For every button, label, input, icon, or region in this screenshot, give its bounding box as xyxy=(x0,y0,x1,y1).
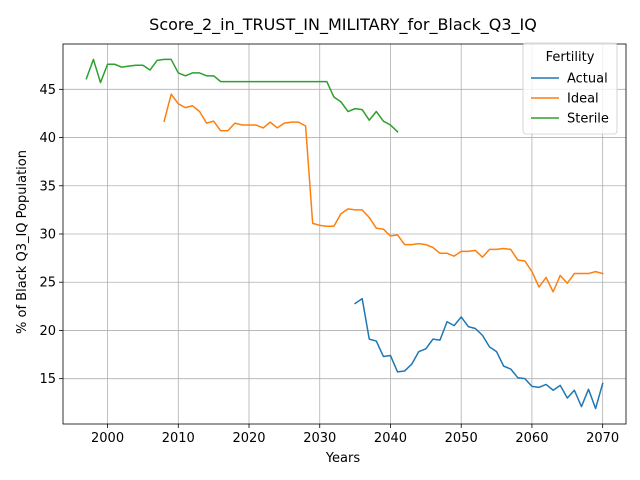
legend-label-actual: Actual xyxy=(567,72,608,87)
x-tick-label: 2050 xyxy=(445,431,478,446)
grid xyxy=(63,44,626,424)
y-tick-label: 15 xyxy=(39,372,56,387)
x-tick-label: 2040 xyxy=(374,431,407,446)
y-tick-label: 30 xyxy=(39,228,56,243)
x-tick-label: 2030 xyxy=(303,431,336,446)
x-tick-label: 2070 xyxy=(586,431,619,446)
legend-title: Fertility xyxy=(546,50,595,65)
series-line-ideal xyxy=(163,93,604,293)
series-line-sterile xyxy=(85,58,399,133)
legend-items: Actual Ideal Sterile xyxy=(531,72,609,127)
y-tick-label: 45 xyxy=(39,83,56,98)
y-tick-label: 25 xyxy=(39,276,56,291)
x-tick-label: 2020 xyxy=(232,431,265,446)
y-tick-label: 20 xyxy=(39,324,56,339)
legend-box xyxy=(522,42,618,135)
y-tick-label: 40 xyxy=(39,131,56,146)
legend: Fertility Actual Ideal Sterile xyxy=(522,42,618,135)
x-tick-label: 2010 xyxy=(162,431,195,446)
legend-label-ideal: Ideal xyxy=(567,92,599,107)
x-tick-label: 2060 xyxy=(515,431,548,446)
series-layer xyxy=(85,58,604,410)
y-tick-label: 35 xyxy=(39,179,56,194)
x-axis-title: Years xyxy=(325,451,361,466)
y-axis-title: % of Black Q3_IQ Population xyxy=(15,150,30,334)
series-line-actual xyxy=(354,297,604,410)
ticks: 2000 2010 2020 2030 2040 2050 2060 2070 15 20 25 30… xyxy=(39,83,619,446)
x-tick-label: 2000 xyxy=(91,431,124,446)
chart-title: Score_2_in_TRUST_IN_MILITARY_for_Black_Q… xyxy=(149,15,537,35)
legend-label-sterile: Sterile xyxy=(567,112,609,127)
